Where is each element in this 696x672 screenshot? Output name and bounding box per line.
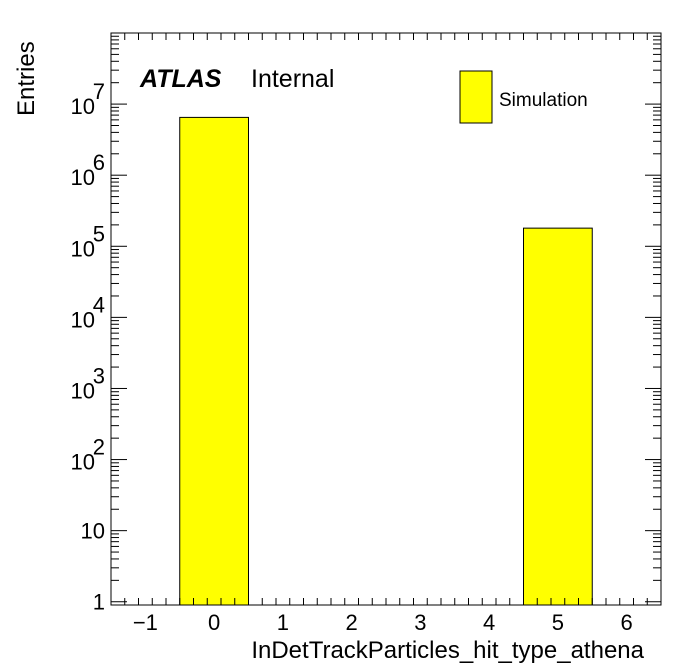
y-tick-label: 10 [71, 165, 95, 190]
y-tick-exponent: 6 [93, 150, 105, 175]
x-tick-label: −1 [133, 610, 158, 635]
x-tick-label: 3 [414, 610, 426, 635]
x-tick-labels: −1 0 1 2 3 4 5 6 [133, 610, 633, 635]
y-tick-label: 10 [71, 450, 95, 475]
legend-swatch-simulation [459, 70, 493, 124]
y-tick-label: 10 [71, 94, 95, 119]
histogram-bar [179, 116, 249, 606]
histogram-bars [179, 116, 593, 606]
internal-label: Internal [251, 65, 334, 93]
y-tick-label: 1 [93, 590, 105, 615]
histogram-bar [523, 227, 593, 606]
x-tick-label: 6 [621, 610, 633, 635]
x-tick-label: 2 [346, 610, 358, 635]
y-tick-label: 10 [81, 519, 105, 544]
y-tick-label: 10 [71, 307, 95, 332]
x-tick-label: 1 [277, 610, 289, 635]
x-axis-title: InDetTrackParticles_hit_type_athena [251, 637, 644, 664]
x-tick-label: 5 [552, 610, 564, 635]
axis-ticks [110, 32, 662, 606]
legend: Simulation [459, 70, 588, 124]
y-tick-exponent: 5 [93, 221, 105, 246]
y-tick-exponent: 2 [93, 435, 105, 460]
x-tick-label: 4 [483, 610, 495, 635]
y-tick-exponent: 4 [93, 292, 105, 317]
y-axis-title: Entries [13, 41, 40, 116]
y-tick-label: 10 [71, 378, 95, 403]
x-tick-label: 0 [208, 610, 220, 635]
y-tick-exponent: 7 [93, 79, 105, 104]
atlas-label: ATLAS [139, 65, 222, 93]
legend-label-simulation: Simulation [499, 90, 588, 111]
y-tick-label: 10 [71, 236, 95, 261]
y-tick-exponent: 3 [93, 363, 105, 388]
